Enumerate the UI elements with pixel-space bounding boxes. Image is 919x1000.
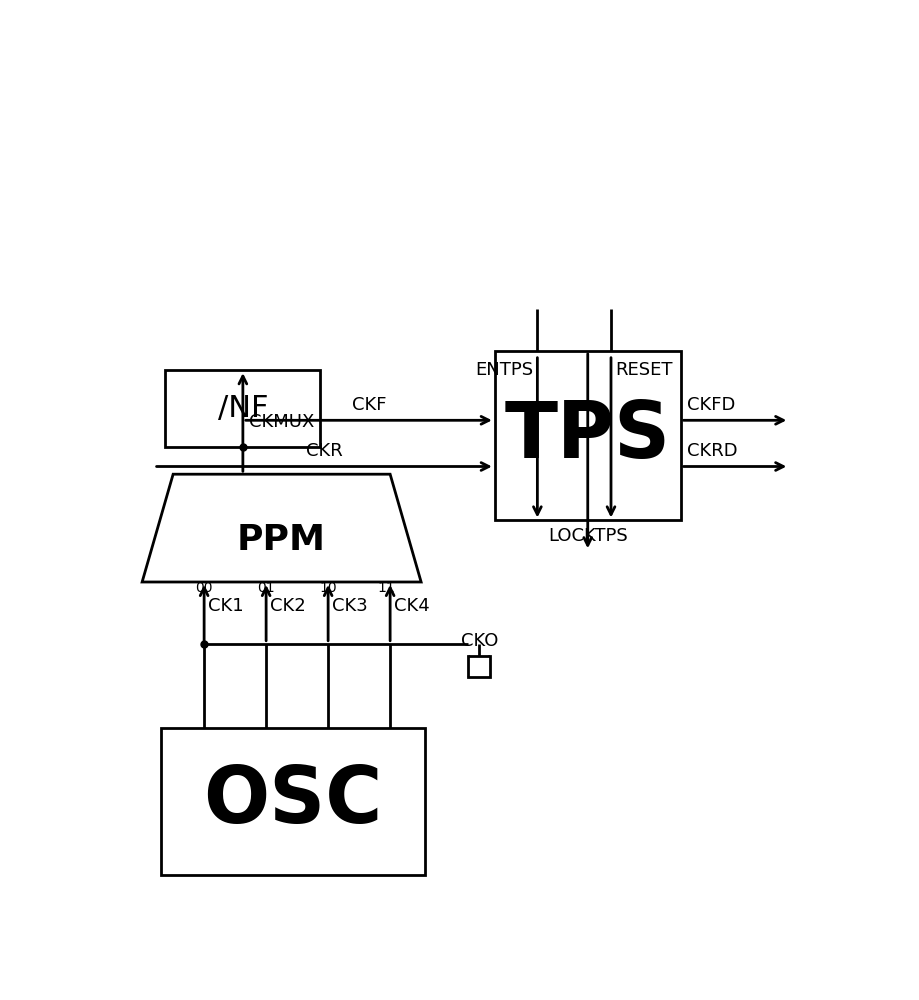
Text: LOCKTPS: LOCKTPS xyxy=(548,527,627,545)
Bar xyxy=(162,728,425,875)
Text: RESET: RESET xyxy=(614,361,672,379)
Bar xyxy=(494,351,680,520)
Text: /NF: /NF xyxy=(218,394,267,423)
Text: PPM: PPM xyxy=(237,523,325,557)
Text: CKO: CKO xyxy=(460,632,497,650)
Bar xyxy=(165,370,320,447)
Text: CK2: CK2 xyxy=(269,597,305,615)
Text: TPS: TPS xyxy=(505,398,670,474)
Text: CK3: CK3 xyxy=(332,597,368,615)
Text: 11: 11 xyxy=(377,581,394,595)
Text: CKR: CKR xyxy=(305,442,342,460)
Text: 01: 01 xyxy=(257,581,275,595)
Text: CK1: CK1 xyxy=(208,597,244,615)
Text: CKFD: CKFD xyxy=(686,396,734,414)
Text: ENTPS: ENTPS xyxy=(475,361,533,379)
Text: CKMUX: CKMUX xyxy=(249,413,314,431)
Bar xyxy=(468,656,490,677)
Text: 00: 00 xyxy=(195,581,212,595)
Text: CKF: CKF xyxy=(351,396,386,414)
Polygon shape xyxy=(142,474,421,582)
Text: CK4: CK4 xyxy=(393,597,429,615)
Text: CKRD: CKRD xyxy=(686,442,737,460)
Text: 10: 10 xyxy=(319,581,336,595)
Text: OSC: OSC xyxy=(203,763,382,839)
